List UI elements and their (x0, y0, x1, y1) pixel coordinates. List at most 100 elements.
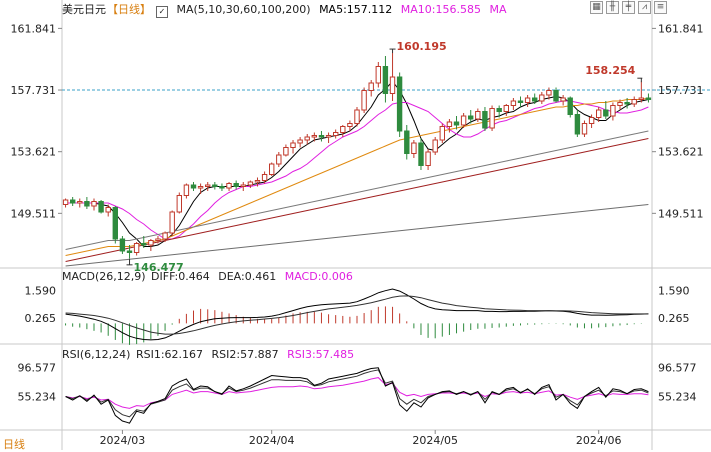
macd-hist-value: MACD:0.006 (284, 270, 353, 283)
price-tick-label-right: 157.731 (658, 84, 704, 97)
candle-body (631, 99, 637, 105)
candle-body (475, 111, 481, 120)
indicator-icon[interactable]: ✓ (156, 6, 168, 18)
bar-icon[interactable]: ╪ (622, 1, 635, 14)
candle-body (567, 97, 573, 115)
candle-body (610, 105, 616, 117)
candle (496, 105, 502, 118)
candle (254, 177, 261, 187)
candle (340, 125, 346, 137)
candle (333, 129, 339, 139)
candle (404, 125, 410, 160)
candle (610, 102, 616, 121)
recent-high-annotation: 158.254 (585, 64, 635, 77)
price-tick-label-left: 157.731 (11, 84, 57, 97)
candle-body (524, 97, 531, 103)
candle-body (432, 139, 438, 153)
candle (411, 140, 417, 158)
candle-body (126, 250, 133, 253)
macd-tick-label-left: 1.590 (25, 284, 57, 297)
grid-icon[interactable]: ▦ (590, 1, 603, 14)
candle (233, 180, 239, 190)
candle-body (233, 183, 239, 187)
candle-body (197, 186, 204, 189)
candle (261, 171, 268, 184)
candle (489, 105, 495, 131)
candle-body (183, 184, 190, 196)
candle-body (425, 151, 431, 166)
candle (560, 95, 566, 106)
candle-body (141, 243, 147, 246)
candle-body (91, 201, 97, 207)
candle (617, 99, 623, 110)
candle (574, 110, 581, 137)
candle (524, 95, 531, 107)
candle-body (119, 238, 126, 252)
line-icon[interactable]: ⩘ (638, 1, 651, 14)
price-tick-label-left: 149.511 (11, 207, 57, 220)
candle-body (70, 199, 76, 204)
macd-dea-value: DEA:0.461 (218, 270, 277, 283)
candle (482, 107, 488, 131)
candle-body (133, 243, 140, 253)
x-axis-label: 2024/05 (412, 434, 458, 447)
ma-label: MA(5,10,30,60,100,200) (176, 3, 311, 16)
ma-line-ma5 (65, 80, 649, 247)
candle (581, 120, 588, 137)
period-button[interactable]: 日线 (3, 438, 25, 451)
candle-body (411, 142, 417, 154)
candle (169, 210, 175, 236)
candle-body (176, 195, 183, 213)
candle-body (482, 111, 488, 129)
candle (460, 113, 467, 128)
candle (126, 245, 133, 259)
candle-body (84, 201, 90, 207)
period-tag[interactable]: 【日线】 (107, 3, 151, 16)
candle (567, 96, 573, 118)
rsi-tick-label-right: 96.577 (658, 361, 697, 374)
price-tick-label-left: 153.621 (11, 146, 57, 159)
candle-body (283, 147, 289, 156)
x-axis-label: 2024/04 (249, 434, 295, 447)
rsi-header: RSI(6,12,24) RSI1:62.167 RSI2:57.887 RSI… (62, 348, 359, 361)
candle-body (368, 82, 374, 91)
high-annotation: 160.195 (397, 40, 447, 53)
candle (105, 204, 111, 217)
candle-body (190, 184, 197, 189)
candle-body (297, 139, 303, 144)
ma10-value: MA10:156.585 (400, 3, 481, 16)
candle-body (98, 201, 104, 213)
candle (382, 56, 389, 103)
candle (133, 242, 140, 256)
ma-line-ma100 (65, 138, 649, 262)
candle-body (460, 115, 467, 126)
candle-body (62, 199, 69, 205)
symbol-title: 美元日元 (62, 3, 106, 16)
rsi-tick-label-right: 55.234 (658, 390, 697, 403)
candle-body (382, 66, 389, 94)
candle (368, 80, 374, 97)
candle (212, 182, 218, 190)
candle (290, 140, 296, 154)
candle-body (645, 97, 652, 100)
macd-label: MACD(26,12,9) (62, 270, 146, 283)
candle-body (375, 66, 382, 84)
candle-body (155, 238, 161, 241)
candle-body (404, 130, 410, 154)
candle-body (617, 102, 623, 106)
candle (190, 182, 197, 191)
macd-tick-label-left: 0.265 (25, 312, 57, 325)
candle-body (240, 184, 247, 187)
candle (176, 192, 183, 214)
candle (311, 132, 318, 142)
candle-body (77, 201, 83, 204)
candle-body (517, 100, 524, 103)
candle-body (105, 207, 111, 213)
settings-icon[interactable]: ≡ (654, 1, 667, 14)
candle (91, 198, 97, 211)
candle-body (112, 207, 118, 240)
macd-tick-label-right: 1.590 (658, 284, 690, 297)
candle-icon[interactable]: ╫ (606, 1, 619, 14)
candle (297, 137, 303, 148)
candle (247, 180, 254, 188)
